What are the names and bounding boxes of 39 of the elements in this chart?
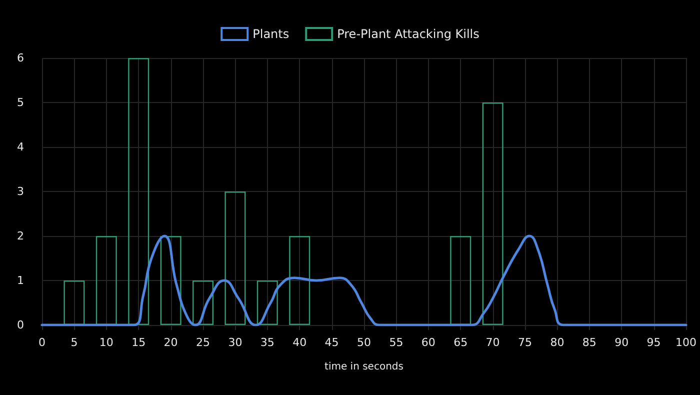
legend-label: Pre-Plant Attacking Kills (337, 27, 480, 41)
x-tick-label: 80 (550, 336, 564, 349)
x-tick-label: 30 (228, 336, 242, 349)
x-tick-label: 55 (389, 336, 404, 349)
legend-label: Plants (252, 27, 290, 41)
x-tick-label: 50 (357, 336, 371, 349)
x-tick-label: 85 (582, 336, 596, 349)
x-tick-label: 45 (324, 336, 339, 349)
y-tick-label: 5 (17, 96, 24, 109)
x-tick-label: 5 (70, 336, 78, 349)
x-tick-label: 0 (38, 336, 46, 349)
x-tick-label: 75 (518, 336, 532, 349)
x-tick-label: 10 (99, 336, 114, 349)
x-tick-label: 35 (260, 336, 274, 349)
bar (96, 236, 117, 325)
x-tick-label: 60 (421, 336, 436, 349)
bar (160, 236, 182, 325)
x-tick-label: 15 (132, 336, 146, 349)
x-tick-label: 20 (164, 336, 178, 349)
x-tick-label: 40 (292, 336, 307, 349)
y-tick-label: 6 (17, 52, 24, 64)
x-tick-label: 65 (454, 336, 468, 349)
bar (192, 280, 214, 325)
bar (289, 236, 310, 325)
x-tick-label: 100 (676, 336, 696, 349)
x-tick-label: 25 (196, 336, 210, 349)
x-tick-label: 70 (486, 336, 500, 349)
y-tick-label: 1 (17, 274, 24, 287)
x-axis-title: time in seconds (324, 362, 404, 372)
y-tick-label: 0 (17, 318, 24, 332)
x-tick-label: 90 (614, 336, 629, 349)
bar (450, 236, 472, 325)
bar (482, 102, 504, 325)
x-tick-label: 95 (646, 336, 661, 349)
y-tick-label: 3 (17, 185, 24, 198)
y-tick-label: 2 (17, 230, 24, 242)
y-tick-label: 4 (17, 140, 24, 154)
bar (224, 192, 246, 325)
bar (256, 280, 278, 325)
